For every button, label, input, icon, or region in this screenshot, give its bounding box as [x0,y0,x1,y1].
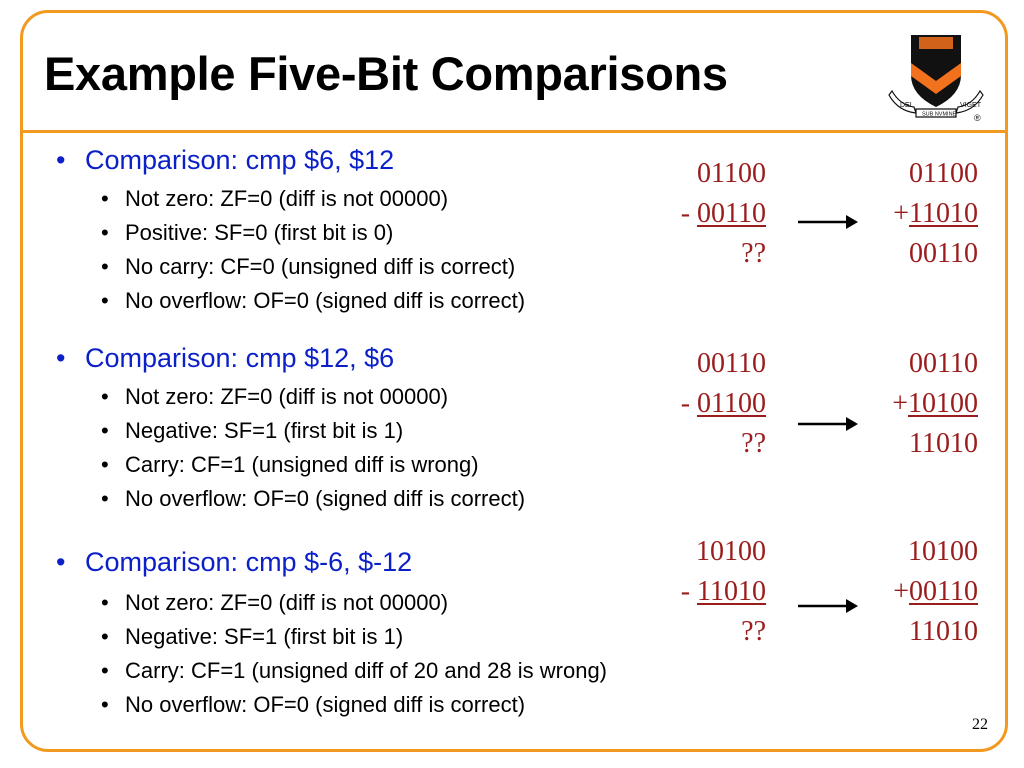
unknown-result: ?? [741,616,766,647]
subtrahend-row: - 01100 [680,388,766,419]
flag-item: • Positive: SF=0 (first bit is 0) [101,220,394,245]
title-divider [23,130,1005,133]
flag-item: • Negative: SF=1 (first bit is 1) [101,624,404,649]
logo-text-right: VIGET [960,102,982,109]
flag-item: • No overflow: OF=0 (signed diff is corre… [101,486,526,511]
minuend: 01100 [697,158,766,189]
flag-item: • No carry: CF=0 (unsigned diff is correc… [101,254,516,279]
addend: 00110 [909,348,978,379]
flag-item: • Not zero: ZF=0 (diff is not 00000) [101,384,449,409]
section-heading: • Comparison: cmp $-6, $-12 [56,547,413,577]
minuend: 00110 [697,348,766,379]
addition-example-2: 00110 +10100 11010 [852,344,978,464]
subtraction-example-2: 00110 - 01100 ?? [640,344,766,464]
slide-frame [20,10,1008,752]
minuend: 10100 [696,536,766,567]
subtraction-example-3: 10100 - 11010 ?? [640,532,766,652]
arrow-right-icon [798,417,858,431]
comparison-section-3: • Comparison: cmp $-6, $-12 • Not zero: ZF… [56,546,607,722]
subtrahend-row: - 00110 [680,198,766,229]
arrow-right-icon [798,599,858,613]
addend: 10100 [908,536,978,567]
twos-complement-row: +00110 [893,576,978,607]
princeton-shield-logo: DEI SUB NVMINE VIGET ® [888,35,984,123]
twos-complement-row: +10100 [892,388,978,419]
sum-result: 00110 [909,238,978,269]
subtraction-example-1: 01100 - 00110 ?? [640,154,766,274]
twos-complement-row: +11010 [893,198,978,229]
flag-item: • No overflow: OF=0 (signed diff is corre… [101,692,526,717]
logo-text-center: SUB NVMINE [922,112,957,118]
flag-item: • No overflow: OF=0 (signed diff is corre… [101,288,526,313]
section-heading: • Comparison: cmp $6, $12 [56,145,395,175]
sum-result: 11010 [909,428,978,459]
unknown-result: ?? [741,428,766,459]
flag-item: • Carry: CF=1 (unsigned diff is wrong) [101,452,479,477]
addition-example-3: 10100 +00110 11010 [852,532,978,652]
flag-item: • Not zero: ZF=0 (diff is not 00000) [101,590,449,615]
flag-item: • Not zero: ZF=0 (diff is not 00000) [101,186,449,211]
comparison-section-1: • Comparison: cmp $6, $12 • Not zero: ZF=0… [56,144,525,318]
addition-example-1: 01100 +11010 00110 [852,154,978,274]
logo-text-left: DEI [900,102,912,109]
slide-title: Example Five-Bit Comparisons [44,47,728,100]
comparison-section-2: • Comparison: cmp $12, $6 • Not zero: ZF=0… [56,342,525,516]
sum-result: 11010 [909,616,978,647]
arrow-right-icon [798,215,858,229]
unknown-result: ?? [741,238,766,269]
addend: 01100 [909,158,978,189]
subtrahend-row: - 11010 [680,576,766,607]
section-heading: • Comparison: cmp $12, $6 [56,343,395,373]
page-number: 22 [972,716,988,733]
flag-item: • Carry: CF=1 (unsigned diff of 20 and 28… [101,658,608,683]
flag-item: • Negative: SF=1 (first bit is 1) [101,418,404,443]
logo-registered-mark: ® [974,113,981,123]
